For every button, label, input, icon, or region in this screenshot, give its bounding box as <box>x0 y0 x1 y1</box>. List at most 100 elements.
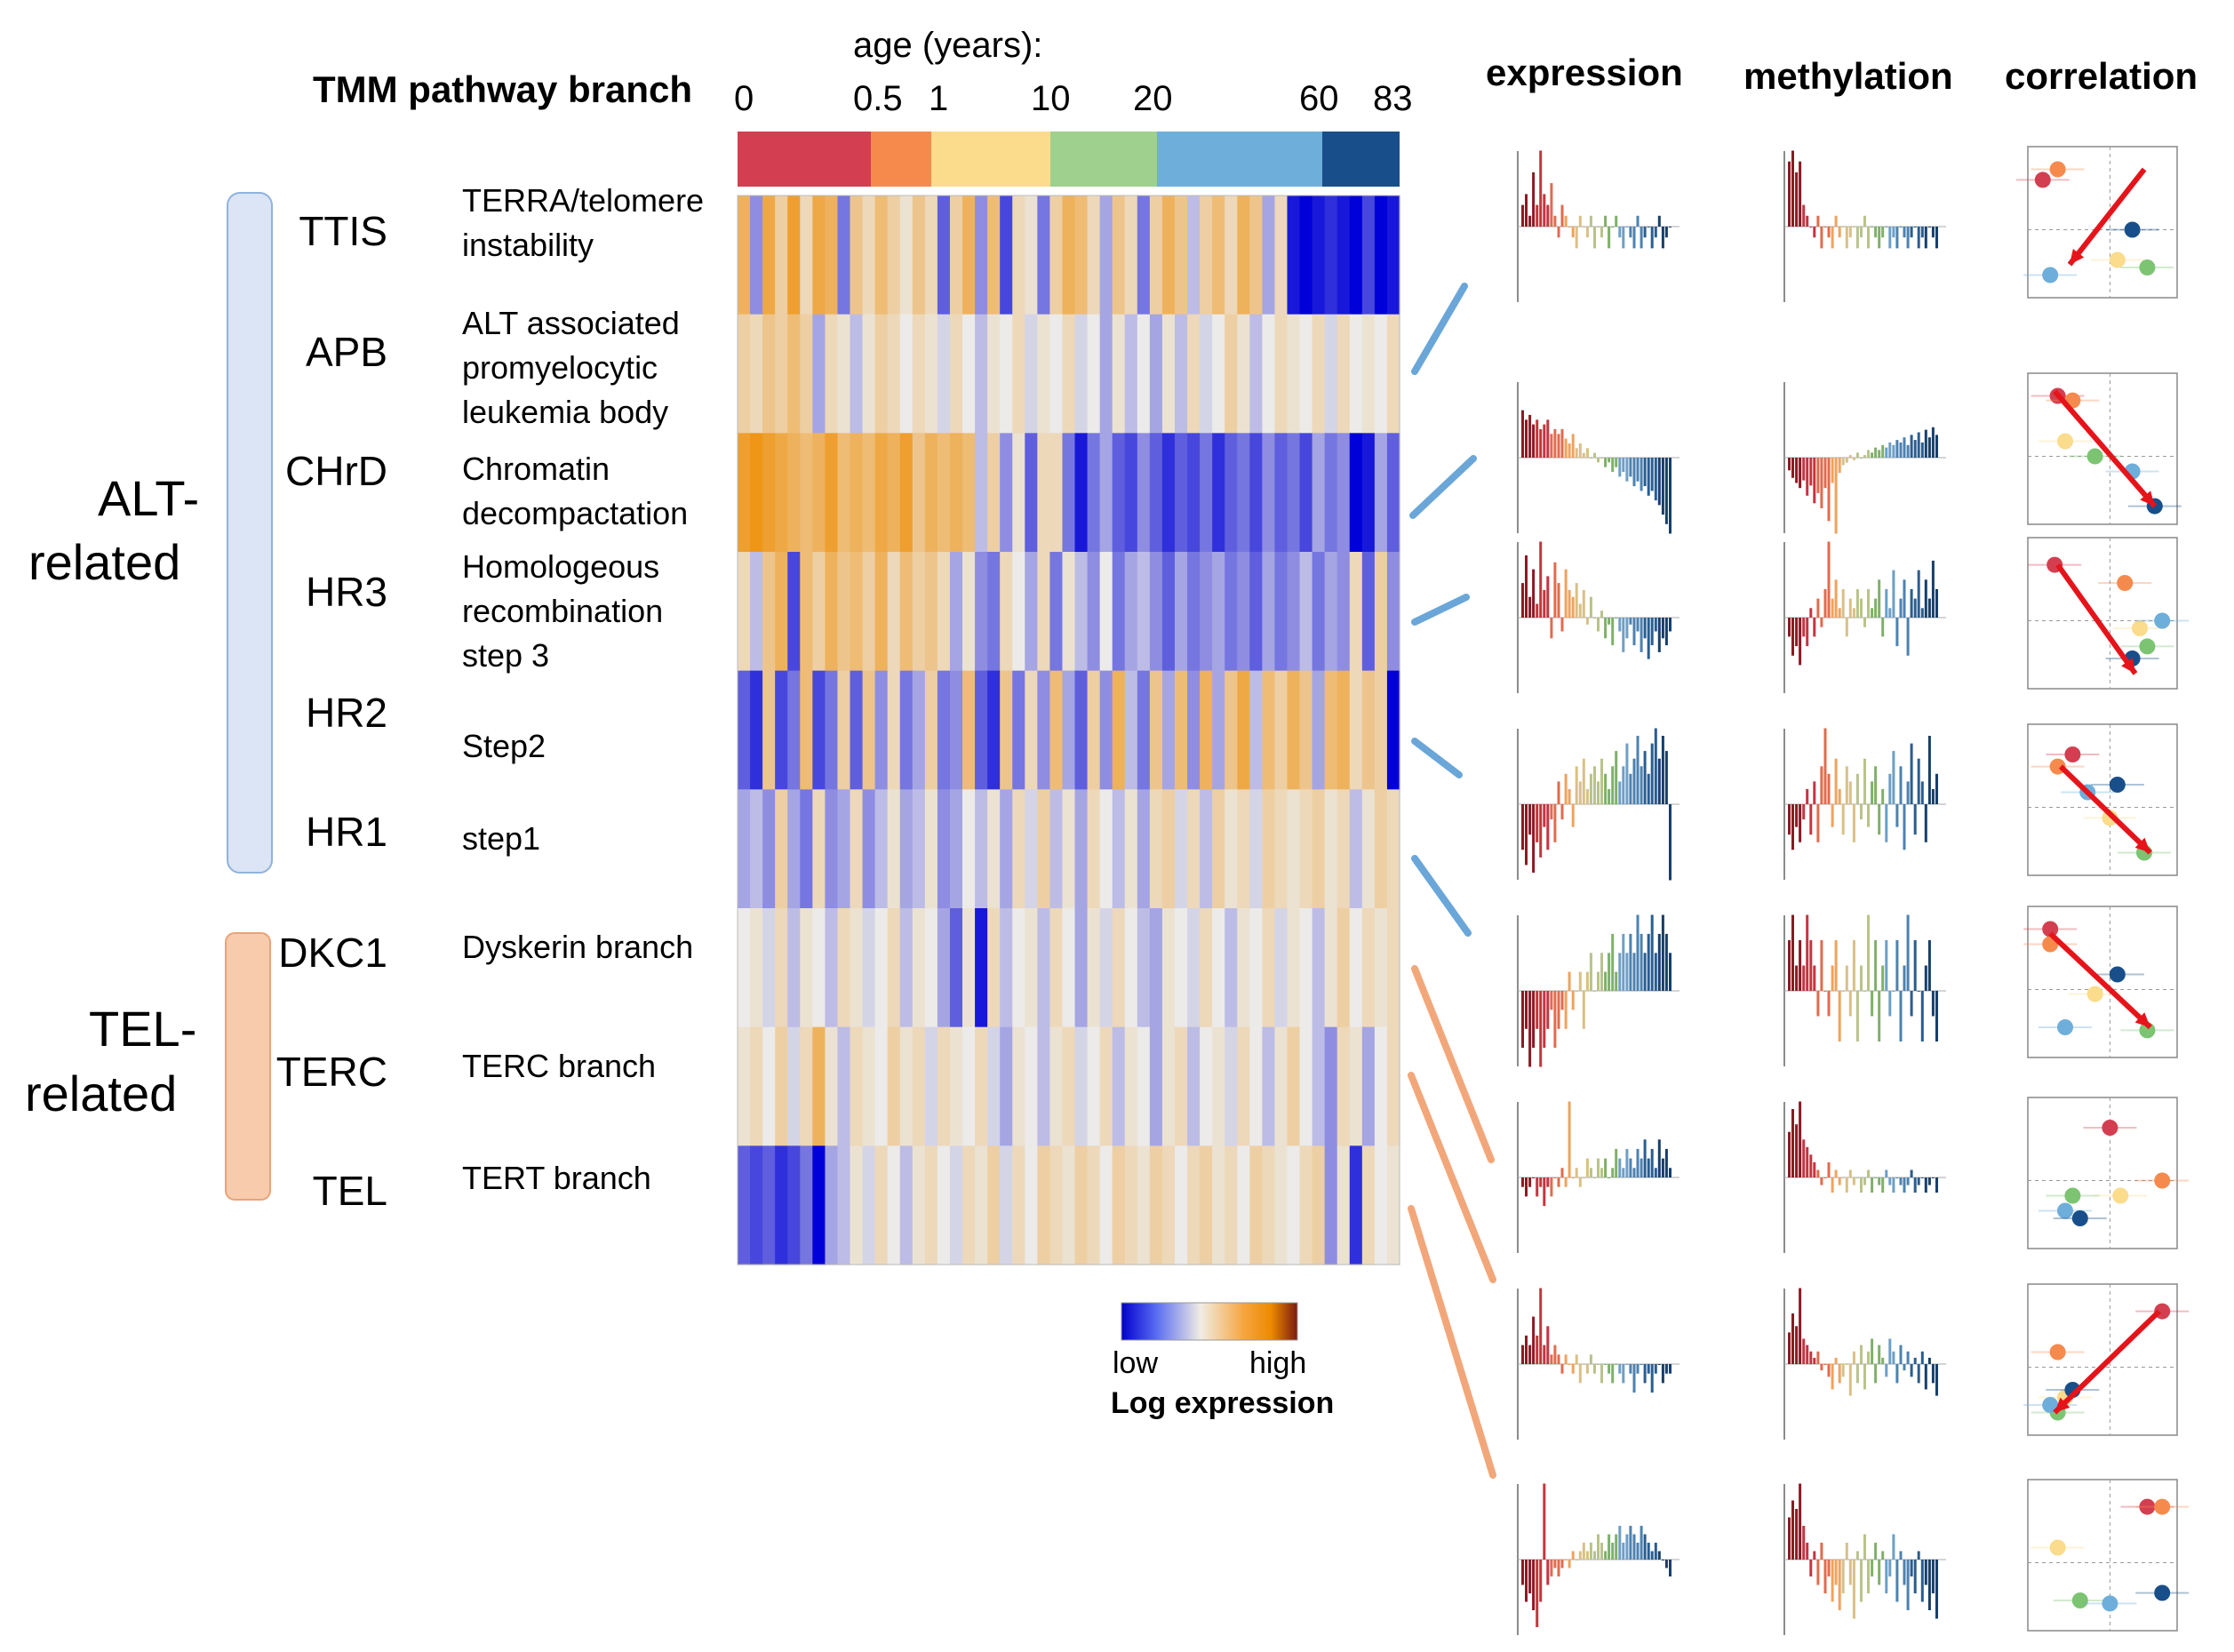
mini-bar <box>1611 1364 1615 1384</box>
heatmap-cell <box>1161 196 1176 315</box>
heatmap-cell <box>812 670 826 790</box>
heatmap-cell <box>837 314 851 434</box>
mini-bar <box>1788 1131 1791 1177</box>
heatmap-cell <box>1287 789 1301 909</box>
mini-bar <box>1845 1364 1848 1365</box>
row-desc-hr3: recombination <box>462 593 663 629</box>
heatmap-cell <box>949 789 963 909</box>
heatmap-cell <box>812 1026 826 1146</box>
mini-bar <box>1650 914 1654 991</box>
mini-bar <box>1917 991 1920 992</box>
mini-bar <box>1647 933 1650 991</box>
mini-bar <box>1885 588 1888 618</box>
mini-bar <box>1935 1364 1938 1396</box>
heatmap-cell <box>1287 1145 1301 1265</box>
mini-bar <box>1935 1560 1938 1619</box>
heatmap-cell <box>949 908 963 1028</box>
mini-bar <box>1885 940 1888 991</box>
mini-bar <box>1878 1177 1881 1185</box>
mini-bar <box>1845 965 1848 991</box>
mini-bar <box>1799 1288 1802 1364</box>
heatmap-cell <box>1361 433 1376 553</box>
heatmap-cell <box>862 789 876 909</box>
heatmap-cell <box>1249 908 1263 1028</box>
mini-bar <box>1855 452 1859 458</box>
mini-bar <box>1888 773 1892 804</box>
heatmap-cell <box>874 433 889 553</box>
mini-bar <box>1657 618 1661 652</box>
mini-bar <box>1813 618 1816 637</box>
heatmap-cell <box>1200 196 1213 315</box>
heatmap-cell <box>1361 1145 1376 1265</box>
mini-bar <box>1910 588 1913 618</box>
heatmap-cell <box>887 670 901 790</box>
heatmap-cell <box>1274 789 1289 909</box>
mini-bar <box>1888 608 1892 618</box>
mini-bar <box>1589 953 1592 992</box>
heatmap-cell <box>1000 314 1013 434</box>
mini-bar <box>1874 766 1878 805</box>
mini-bar <box>1669 1364 1672 1374</box>
column-expression-title: expression <box>1486 52 1683 93</box>
mini-bar <box>1848 598 1852 618</box>
correlation-point <box>2049 1539 2066 1556</box>
heatmap-cell <box>887 908 901 1028</box>
mini-bar <box>1917 432 1920 458</box>
mini-bar <box>1589 596 1592 618</box>
mini-bar <box>1855 1177 1859 1178</box>
mini-bar <box>1585 448 1589 458</box>
heatmap-cell <box>1312 314 1326 434</box>
mini-bar <box>1809 1351 1813 1365</box>
age-band-1 <box>871 132 931 187</box>
heatmap-cell <box>1012 433 1025 553</box>
heatmap-cell <box>1249 196 1263 315</box>
heatmap-cell <box>1062 433 1076 553</box>
mini-bar <box>1532 1560 1536 1610</box>
heatmap-cell <box>1161 1026 1176 1146</box>
heatmap-cell <box>1174 314 1188 434</box>
heatmap-cell <box>937 1145 951 1265</box>
mini-bar <box>1806 215 1809 227</box>
heatmap-cell <box>1000 908 1013 1028</box>
heatmap-cell <box>738 552 751 672</box>
mini-bar <box>1618 1158 1622 1177</box>
mini-bar <box>1788 804 1791 835</box>
mini-bar <box>1924 1364 1927 1390</box>
heatmap-cell <box>899 433 914 553</box>
mini-bar <box>1852 940 1855 991</box>
heatmap-cell <box>1099 1026 1113 1146</box>
heatmap-cell <box>924 1145 938 1265</box>
connector-ttis <box>1411 283 1468 375</box>
heatmap-cell <box>1200 314 1213 434</box>
mini-bar <box>1654 458 1657 501</box>
mini-bar <box>1791 1500 1794 1560</box>
heatmap-cell <box>1361 670 1376 790</box>
mini-bar <box>1647 1364 1650 1374</box>
heatmap-cell <box>1174 433 1188 553</box>
row-desc-apb: leukemia body <box>462 394 668 430</box>
mini-bar <box>1848 1364 1852 1396</box>
mini-bar <box>1647 458 1650 496</box>
correlation-point <box>2117 575 2134 591</box>
mini-bar <box>1536 603 1539 618</box>
mini-bar <box>1661 1364 1664 1384</box>
mini-bar <box>1838 1364 1841 1384</box>
mini-bar <box>1575 1354 1578 1364</box>
heatmap-cell <box>924 314 938 434</box>
mini-bar <box>1845 1543 1848 1560</box>
mini-bar <box>1564 1354 1568 1364</box>
heatmap-cell <box>1137 789 1151 909</box>
mini-bar <box>1931 1364 1935 1384</box>
heatmap-cell <box>750 1026 763 1146</box>
mini-bar <box>1841 1560 1845 1593</box>
heatmap-cell <box>912 196 926 315</box>
trend-arrow-head <box>2054 1397 2070 1413</box>
heatmap-cell <box>1249 552 1263 672</box>
mini-bar <box>1816 1560 1820 1585</box>
mini-bar <box>1913 598 1917 618</box>
alt-group-label-line2: related <box>28 534 180 590</box>
connector-hr2 <box>1411 855 1472 937</box>
correlation-panel-frame <box>2027 1479 2178 1632</box>
heatmap-cell <box>912 433 926 553</box>
heatmap-cell <box>1237 433 1250 553</box>
